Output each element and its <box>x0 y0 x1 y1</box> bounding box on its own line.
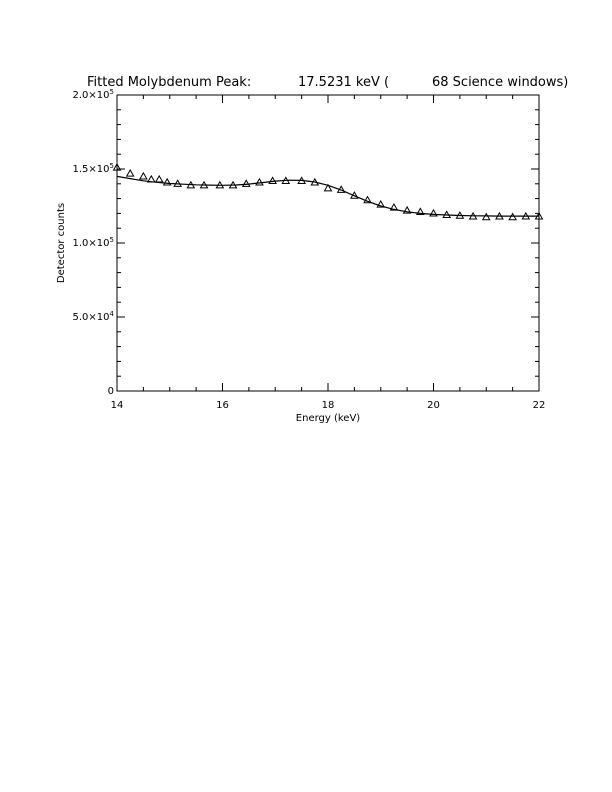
data-point-triangle <box>323 183 333 192</box>
data-point-triangle <box>146 174 156 183</box>
data-point-triangle <box>389 202 399 211</box>
x-tick-label: 14 <box>111 400 124 411</box>
data-point-triangle <box>455 211 465 219</box>
data-point-triangle <box>162 177 172 186</box>
data-point-triangle <box>534 211 544 220</box>
axis-ticks <box>116 94 540 392</box>
data-point-triangle <box>402 205 412 214</box>
chart-title-energy: 17.5231 keV ( <box>298 75 389 90</box>
data-point-triangle <box>154 174 164 183</box>
y-tick-label: 1.5×105 <box>73 162 114 175</box>
y-tick-label: 1.0×105 <box>73 236 114 249</box>
plot-frame <box>116 94 540 392</box>
data-point-triangle <box>268 176 277 184</box>
chart-title-windows: 68 Science windows) <box>432 75 568 90</box>
data-point-triangle <box>139 171 148 180</box>
data-point-triangle <box>521 211 531 220</box>
data-point-triangle <box>310 177 320 186</box>
data-point-triangle <box>186 180 196 189</box>
fit-line-group <box>116 175 539 217</box>
x-tick-label: 18 <box>322 400 335 411</box>
y-tick-label: 5.0×104 <box>73 310 115 323</box>
data-point-triangle <box>508 212 517 221</box>
y-tick-label: 2.0×105 <box>73 88 114 101</box>
chart-title-label: Fitted Molybdenum Peak: <box>87 75 251 90</box>
data-point-triangle <box>363 195 372 204</box>
x-tick-label: 22 <box>533 400 546 411</box>
data-point-triangle <box>112 163 122 171</box>
data-point-triangle <box>199 180 209 189</box>
y-tick-label: 0 <box>108 386 114 397</box>
data-point-triangle <box>336 185 346 193</box>
data-point-triangle <box>481 212 491 221</box>
data-point-triangle <box>173 179 183 187</box>
data-point-triangle <box>415 207 425 216</box>
x-tick-labels: 14 16 18 20 22 <box>111 400 546 411</box>
data-point-triangle <box>376 200 386 208</box>
data-point-triangle <box>495 211 504 220</box>
data-point-triangle <box>281 176 291 184</box>
data-point-triangle <box>297 176 306 184</box>
y-axis-label: Detector counts <box>56 203 67 283</box>
x-axis-label: Energy (keV) <box>296 413 361 424</box>
data-points <box>112 163 544 221</box>
data-point-triangle <box>468 211 478 220</box>
data-point-triangle <box>255 177 264 186</box>
data-point-triangle <box>215 180 225 189</box>
y-tick-labels: 0 5.0×104 1.0×105 1.5×105 2.0×105 <box>73 88 115 397</box>
data-point-triangle <box>429 208 438 217</box>
data-point-triangle <box>228 180 238 189</box>
x-tick-label: 20 <box>427 400 440 411</box>
x-tick-label: 16 <box>216 400 229 411</box>
fit-line <box>116 175 539 217</box>
data-point-triangle <box>241 179 251 187</box>
data-point-triangle <box>125 168 135 177</box>
data-point-triangle <box>442 210 452 219</box>
data-point-triangle <box>350 191 359 199</box>
